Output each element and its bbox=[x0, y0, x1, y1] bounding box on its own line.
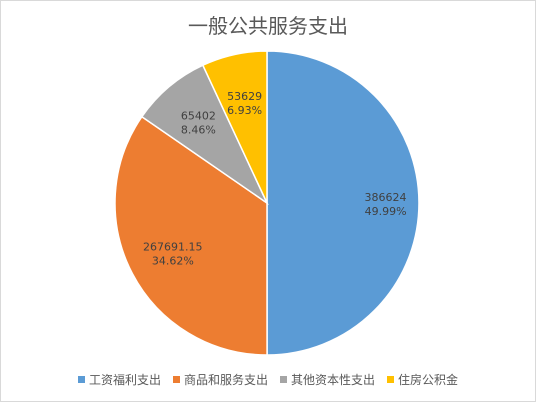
legend-item: 住房公积金 bbox=[387, 371, 458, 388]
legend: 工资福利支出 商品和服务支出 其他资本性支出 住房公积金 bbox=[0, 371, 536, 388]
legend-swatch-icon bbox=[172, 376, 180, 383]
legend-label: 商品和服务支出 bbox=[183, 373, 268, 387]
slice-percent-label: 8.46% bbox=[181, 124, 216, 137]
slice-value-label: 267691.15 bbox=[143, 240, 203, 253]
legend-item: 其他资本性支出 bbox=[280, 371, 375, 388]
pie-slice bbox=[266, 50, 420, 356]
slice-percent-label: 49.99% bbox=[365, 205, 407, 218]
slice-value-label: 65402 bbox=[181, 110, 216, 123]
pie-slice bbox=[114, 115, 268, 356]
slice-percent-label: 6.93% bbox=[227, 104, 262, 117]
slice-percent-label: 34.62% bbox=[152, 254, 194, 267]
legend-label: 其他资本性支出 bbox=[291, 373, 376, 387]
pie-slice bbox=[201, 50, 268, 204]
legend-swatch-icon bbox=[280, 376, 287, 383]
legend-item: 工资福利支出 bbox=[77, 371, 161, 388]
legend-label: 工资福利支出 bbox=[88, 373, 161, 387]
legend-label: 住房公积金 bbox=[398, 373, 459, 387]
slice-value-label: 53629 bbox=[227, 90, 262, 103]
legend-swatch-icon bbox=[387, 376, 395, 383]
chart-title: 一般公共服务支出 bbox=[188, 14, 348, 38]
slice-value-label: 386624 bbox=[365, 191, 407, 204]
legend-swatch-icon bbox=[77, 376, 85, 383]
legend-item: 商品和服务支出 bbox=[172, 371, 268, 388]
